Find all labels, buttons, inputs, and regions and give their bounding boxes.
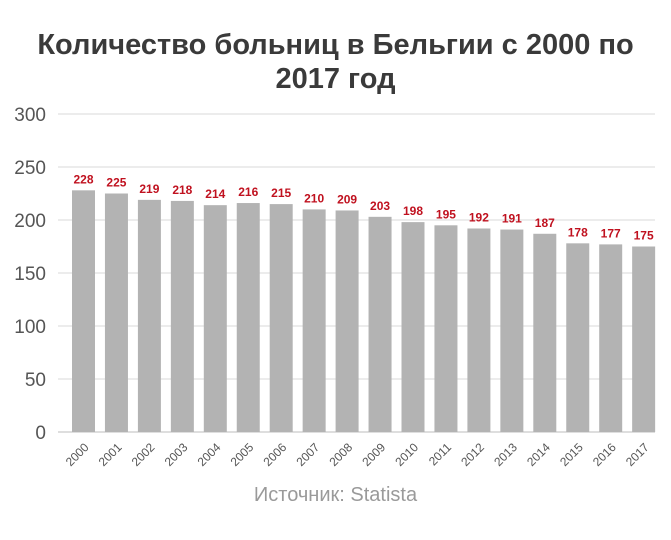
- bar: [434, 225, 458, 432]
- x-tick-label: 2008: [326, 440, 355, 469]
- x-tick-label: 2014: [524, 440, 553, 469]
- x-tick-label: 2002: [129, 440, 158, 469]
- y-tick-label: 300: [14, 105, 46, 126]
- bar: [599, 244, 623, 432]
- x-tick-label: 2005: [228, 440, 257, 469]
- data-label: 209: [337, 192, 357, 206]
- x-tick-label: 2010: [392, 440, 421, 469]
- x-tick-label: 2017: [623, 440, 652, 469]
- x-tick-label: 2001: [96, 440, 125, 469]
- bar: [104, 193, 128, 432]
- x-tick-label: 2011: [426, 440, 454, 468]
- data-label: 191: [502, 212, 522, 226]
- data-label: 187: [535, 216, 555, 230]
- x-tick-label: 2000: [63, 440, 92, 469]
- data-label: 192: [469, 210, 489, 224]
- data-label: 203: [370, 199, 390, 213]
- bar: [533, 233, 557, 432]
- data-label: 175: [634, 229, 654, 243]
- data-label: 177: [601, 226, 621, 240]
- bar: [566, 243, 590, 432]
- data-label: 228: [73, 172, 93, 186]
- bar: [170, 200, 194, 432]
- data-label: 198: [403, 204, 423, 218]
- y-tick-label: 200: [14, 211, 46, 232]
- bar: [72, 190, 95, 432]
- bar: [632, 246, 656, 432]
- bar: [401, 222, 425, 432]
- y-tick-label: 50: [25, 370, 46, 391]
- x-tick-label: 2006: [261, 440, 290, 469]
- data-label: 214: [205, 187, 225, 201]
- x-tick-label: 2013: [491, 440, 520, 469]
- x-tick-label: 2012: [458, 440, 487, 469]
- y-tick-label: 250: [14, 158, 46, 179]
- data-label: 216: [238, 185, 258, 199]
- x-tick-label: 2007: [293, 440, 322, 469]
- bar: [137, 199, 161, 432]
- data-label: 215: [271, 186, 291, 200]
- chart-title-line-2: 2017 год: [275, 63, 396, 95]
- x-tick-label: 2009: [359, 440, 388, 469]
- source-note: Источник: Statista: [253, 484, 418, 506]
- x-tick-label: 2004: [195, 440, 224, 469]
- bar: [302, 209, 326, 432]
- x-tick-label: 2003: [162, 440, 191, 469]
- data-label: 195: [436, 207, 456, 221]
- bar: [269, 204, 293, 432]
- data-label: 210: [304, 191, 324, 205]
- y-tick-label: 150: [14, 264, 46, 285]
- bar: [368, 216, 392, 432]
- bar: [236, 203, 260, 432]
- y-tick-label: 0: [35, 423, 46, 444]
- chart-title-line-1: Количество больниц в Бельгии с 2000 по: [37, 29, 634, 61]
- bar: [500, 229, 524, 432]
- bar: [203, 205, 227, 432]
- data-label: 219: [139, 182, 159, 196]
- chart-title: Количество больниц в Бельгии с 2000 по 2…: [0, 28, 671, 96]
- x-tick-label: 2016: [590, 440, 619, 469]
- bar: [335, 210, 359, 432]
- y-tick-label: 100: [14, 317, 46, 338]
- data-label: 218: [172, 183, 192, 197]
- data-label: 178: [568, 225, 588, 239]
- x-tick-label: 2015: [557, 440, 586, 469]
- data-label: 225: [106, 176, 126, 190]
- bar: [467, 228, 491, 432]
